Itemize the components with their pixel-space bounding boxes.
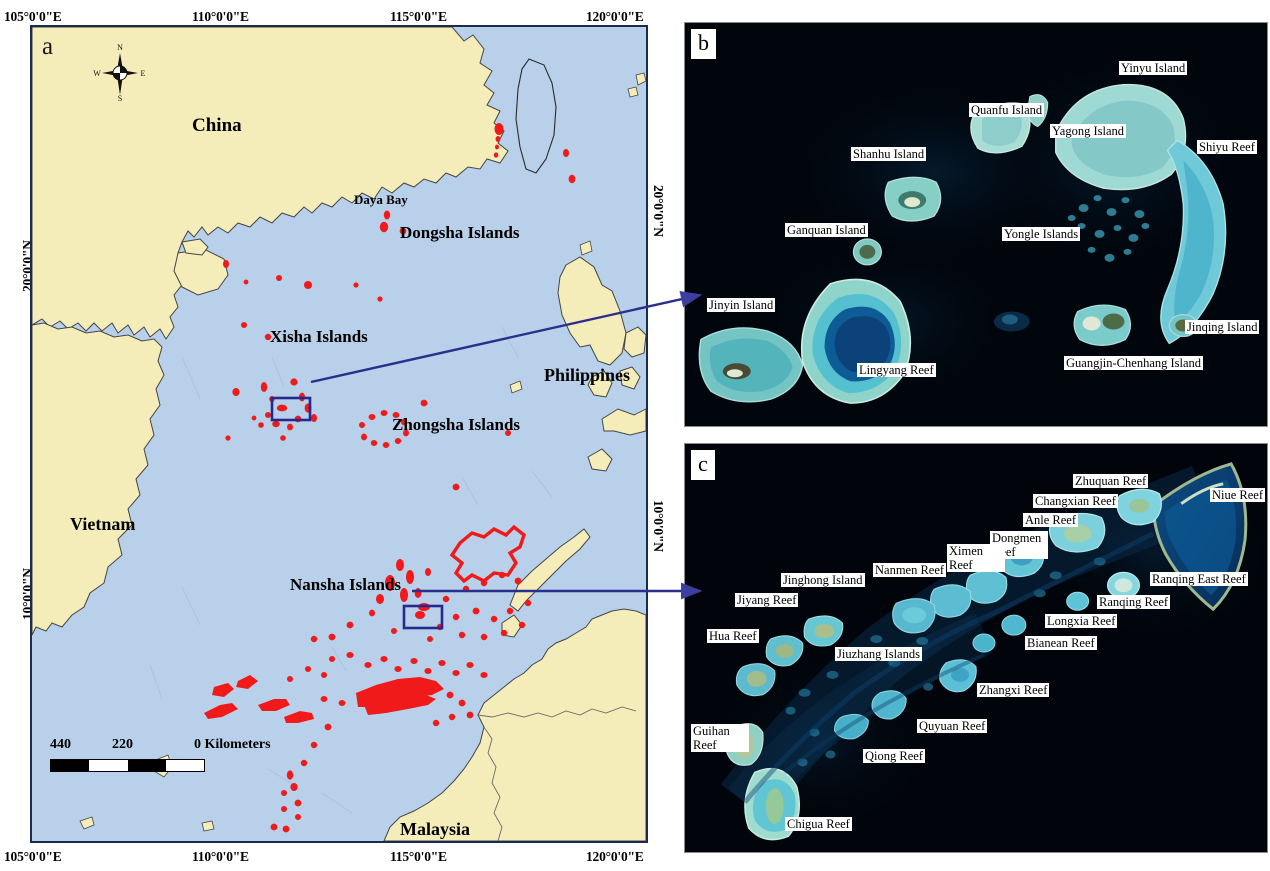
panel-c-nansha-satellite[interactable]: c Zhuquan Reef Niue Reef Changxian Reef … bbox=[684, 443, 1268, 853]
panel-a-letter: a bbox=[42, 33, 54, 60]
label-guihan-reef: Guihan Reef bbox=[691, 724, 749, 752]
panel-b-xisha-satellite[interactable]: b Yinyu Island Quanfu Island Yagong Isla… bbox=[684, 22, 1268, 427]
scale-label-kilometers: 0 Kilometers bbox=[194, 737, 271, 752]
overview-map-vector bbox=[32, 27, 646, 841]
svg-text:E: E bbox=[141, 69, 146, 78]
scale-seg-4 bbox=[165, 760, 204, 771]
svg-text:W: W bbox=[93, 69, 101, 78]
panel-c-imagery bbox=[685, 444, 1267, 852]
axis-top-lon-4: 120°0'0"E bbox=[586, 9, 644, 24]
scale-label-220: 220 bbox=[112, 737, 133, 752]
panel-a-overview-map: 105°0'0"E 110°0'0"E 115°0'0"E 120°0'0"E … bbox=[4, 9, 666, 864]
scale-seg-1 bbox=[51, 760, 90, 771]
label-jinghong-island: Jinghong Island bbox=[781, 573, 865, 587]
label-yongle-islands: Yongle Islands bbox=[1002, 227, 1081, 241]
reef-points-layer bbox=[204, 123, 576, 833]
axis-right-lat-20n: 20°0'0"N bbox=[651, 185, 666, 237]
axis-bottom-lon-4: 120°0'0"E bbox=[586, 849, 644, 864]
label-jiuzhang-islands: Jiuzhang Islands bbox=[835, 647, 922, 661]
label-quanfu-island: Quanfu Island bbox=[969, 103, 1045, 117]
scale-seg-3 bbox=[127, 760, 166, 771]
label-ranqing-reef: Ranqing Reef bbox=[1097, 595, 1171, 609]
label-ganquan-island: Ganquan Island bbox=[785, 223, 868, 237]
label-jiyang-reef: Jiyang Reef bbox=[735, 593, 799, 607]
label-yagong-island: Yagong Island bbox=[1050, 124, 1126, 138]
label-guangjin-chenhang-island: Guangjin-Chenhang Island bbox=[1064, 356, 1204, 370]
label-hua-reef: Hua Reef bbox=[707, 629, 759, 643]
label-yinyu-island: Yinyu Island bbox=[1119, 61, 1188, 75]
inset-box-xisha bbox=[270, 396, 312, 422]
label-qiong-reef: Qiong Reef bbox=[863, 749, 925, 763]
label-quyuan-reef: Quyuan Reef bbox=[917, 719, 988, 733]
label-ximen-reef: Ximen Reef bbox=[947, 544, 1005, 572]
label-jinyin-island: Jinyin Island bbox=[707, 298, 776, 312]
scale-bar-graphic bbox=[50, 759, 205, 772]
panel-b-letter: b bbox=[691, 29, 716, 59]
label-nanmen-reef: Nanmen Reef bbox=[873, 563, 947, 577]
axis-top-lon-2: 110°0'0"E bbox=[192, 9, 249, 24]
scale-seg-2 bbox=[89, 760, 128, 771]
svg-text:S: S bbox=[118, 94, 122, 103]
axis-bottom-lon-2: 110°0'0"E bbox=[192, 849, 249, 864]
label-niue-reef: Niue Reef bbox=[1210, 488, 1266, 502]
label-zhuquan-reef: Zhuquan Reef bbox=[1073, 474, 1149, 488]
axis-bottom-lon-1: 105°0'0"E bbox=[4, 849, 62, 864]
panel-c-letter: c bbox=[691, 450, 715, 480]
svg-text:N: N bbox=[117, 43, 123, 52]
axis-top-lon-1: 105°0'0"E bbox=[4, 9, 62, 24]
label-lingyang-reef: Lingyang Reef bbox=[857, 363, 936, 377]
label-anle-reef: Anle Reef bbox=[1023, 513, 1079, 527]
label-shanhu-island: Shanhu Island bbox=[851, 147, 927, 161]
axis-top-lon-3: 115°0'0"E bbox=[390, 9, 447, 24]
label-longxia-reef: Longxia Reef bbox=[1045, 614, 1118, 628]
label-chigua-reef: Chigua Reef bbox=[785, 817, 852, 831]
inset-box-nansha bbox=[402, 604, 444, 630]
axis-bottom-lon-3: 115°0'0"E bbox=[390, 849, 447, 864]
label-ranqing-east-reef: Ranqing East Reef bbox=[1150, 572, 1248, 586]
label-bianean-reef: Bianean Reef bbox=[1025, 636, 1097, 650]
scale-bar: 440 220 0 Kilometers bbox=[50, 737, 320, 772]
axis-right-lat-10n: 10°0'0"N bbox=[651, 500, 666, 552]
label-zhangxi-reef: Zhangxi Reef bbox=[977, 683, 1050, 697]
scale-label-440: 440 bbox=[50, 737, 71, 752]
label-changxian-reef: Changxian Reef bbox=[1033, 494, 1118, 508]
label-shiyu-reef: Shiyu Reef bbox=[1197, 140, 1257, 154]
overview-map-canvas[interactable]: a N S E W China bbox=[30, 25, 648, 843]
compass-rose-icon: N S E W bbox=[92, 39, 148, 105]
label-jinqing-island: Jinqing Island bbox=[1185, 320, 1260, 334]
